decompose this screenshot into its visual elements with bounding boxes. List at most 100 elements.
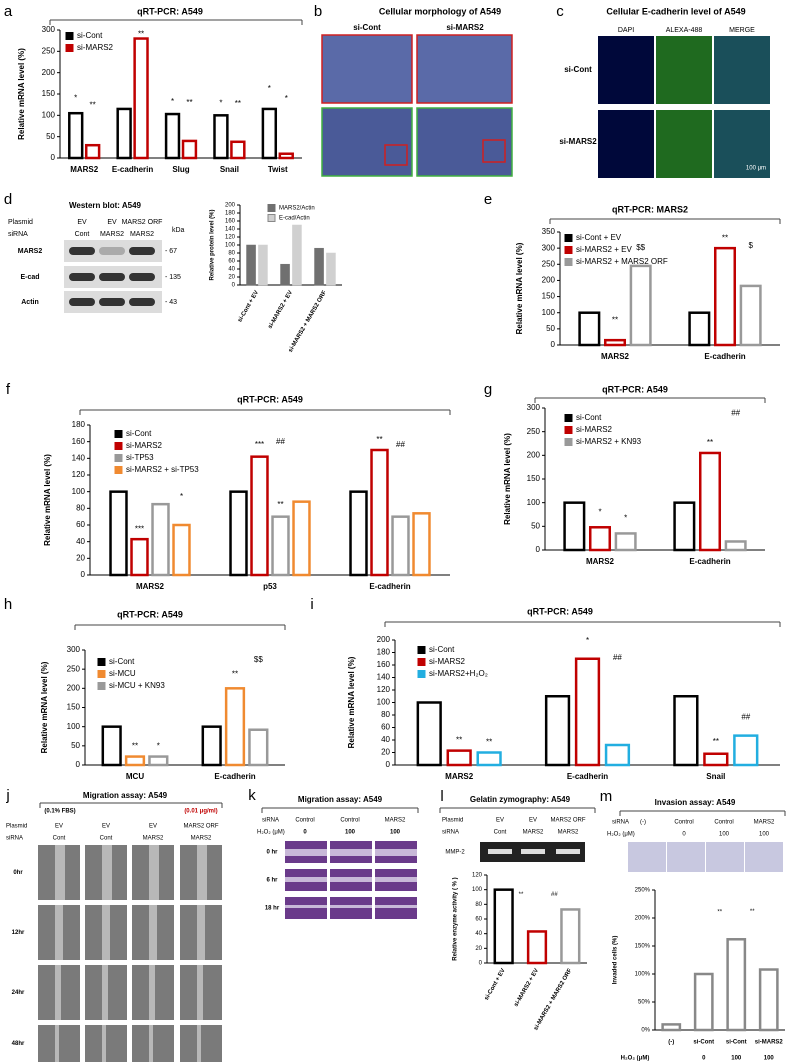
image	[667, 842, 705, 872]
y-tick-label: 250	[67, 664, 81, 673]
band	[99, 273, 125, 281]
x-tick-label: Snail	[706, 772, 725, 781]
y-tick-label: 20	[475, 946, 482, 952]
label: MARS2	[130, 231, 154, 238]
legend-label: si-TP53	[126, 453, 154, 462]
y-tick-label: 300	[542, 243, 556, 252]
legend-label: si-Cont	[109, 657, 135, 666]
significance-mark: *	[586, 636, 589, 645]
significance-mark: *	[268, 84, 271, 93]
y-tick-label: 100	[527, 498, 541, 507]
bar	[349, 490, 368, 577]
label: Cont	[53, 836, 66, 842]
label: MARS2 ORF	[122, 219, 163, 226]
y-tick-label: 200	[67, 683, 81, 692]
panel-label: j	[5, 787, 9, 804]
panel-title: Western blot: A549	[69, 201, 142, 210]
y-tick-label: 40	[475, 931, 482, 937]
x-tick-label: E-cadherin	[112, 165, 153, 174]
label: 48hr	[12, 1041, 25, 1047]
image	[416, 34, 513, 104]
x-tick-label: Twist	[268, 165, 288, 174]
y-tick-label: 200	[225, 203, 236, 209]
bar	[416, 701, 442, 767]
x-tick-label: si-MARS2 + MARS2 ORF	[288, 290, 328, 354]
y-tick-label: 20	[76, 553, 85, 562]
y-tick-label: 300	[527, 403, 541, 412]
label: si-Cont	[353, 23, 381, 32]
y-axis-label: Relative enzyme activity ( % )	[453, 877, 459, 960]
bar	[230, 140, 246, 160]
label: si-Cont	[564, 65, 592, 74]
label: EV	[77, 219, 87, 226]
significance-mark: ##	[551, 892, 558, 898]
panel-title: Cellular E-cadherin level of A549	[606, 6, 745, 16]
legend-label: si-Cont	[576, 413, 602, 422]
x-tick-label: si-Cont	[726, 1040, 747, 1046]
legend-label: si-MARS2 + si-TP53	[126, 465, 199, 474]
bar	[246, 244, 256, 286]
y-tick-label: 20	[228, 275, 235, 281]
band	[556, 849, 580, 854]
y-tick-label: 80	[76, 503, 85, 512]
bar	[250, 455, 269, 577]
significance-mark: *	[285, 94, 288, 103]
image	[197, 965, 203, 1020]
bar	[109, 490, 128, 577]
label: 100	[345, 830, 356, 836]
label: - 67	[165, 248, 177, 255]
panel-label: i	[310, 596, 313, 613]
bar	[292, 500, 311, 577]
y-tick-label: 150	[542, 292, 556, 301]
legend-label: E-cad/Actin	[279, 216, 310, 222]
band	[129, 273, 155, 281]
chart-title: qRT-PCR: A549	[527, 606, 593, 616]
bar	[130, 537, 149, 577]
significance-mark: $	[748, 241, 753, 250]
bar	[588, 526, 612, 552]
significance-mark: $$	[254, 655, 263, 664]
significance-mark: **	[612, 315, 618, 324]
bar	[412, 512, 431, 577]
y-tick-label: 120	[377, 685, 391, 694]
label: 0hr	[13, 870, 23, 876]
band	[69, 298, 95, 306]
panel-label: b	[314, 3, 322, 20]
y-tick-label: 180	[377, 648, 391, 657]
panel-title: Migration assay: A549	[298, 795, 383, 804]
bar	[148, 755, 169, 767]
y-tick-label: 250	[42, 46, 56, 55]
panel-label: a	[4, 3, 13, 20]
legend-marker	[564, 426, 573, 434]
y-axis-label: Relative mRNA level (%)	[347, 656, 356, 748]
significance-mark: *	[74, 93, 77, 102]
y-tick-label: 200%	[635, 916, 651, 922]
y-axis-label: Relative mRNA level (%)	[503, 433, 512, 525]
label: Cont	[100, 836, 113, 842]
image	[149, 1025, 153, 1062]
y-tick-label: 120	[72, 470, 86, 479]
image	[330, 905, 372, 908]
y-tick-label: 50	[546, 324, 555, 333]
y-tick-label: 20	[381, 748, 390, 757]
bar	[258, 244, 268, 286]
band	[129, 247, 155, 255]
significance-mark: **	[486, 738, 492, 747]
bar	[758, 968, 779, 1032]
y-tick-label: 300	[42, 25, 56, 34]
legend-marker	[65, 32, 74, 40]
legend-label: si-MARS2 + KN93	[576, 437, 642, 446]
panel-label: e	[484, 191, 492, 208]
image	[375, 877, 417, 882]
label: EV	[55, 824, 63, 830]
significance-mark: *	[624, 514, 627, 523]
image	[714, 110, 770, 178]
label: EV	[149, 824, 157, 830]
image	[102, 905, 110, 960]
label: 100 μm	[746, 166, 766, 172]
image	[375, 905, 417, 908]
x-tick-label: MARS2	[601, 352, 630, 361]
bar	[201, 725, 222, 767]
legend-label: MARS2/Actin	[279, 206, 315, 212]
label: MARS2 ORF	[550, 818, 585, 824]
